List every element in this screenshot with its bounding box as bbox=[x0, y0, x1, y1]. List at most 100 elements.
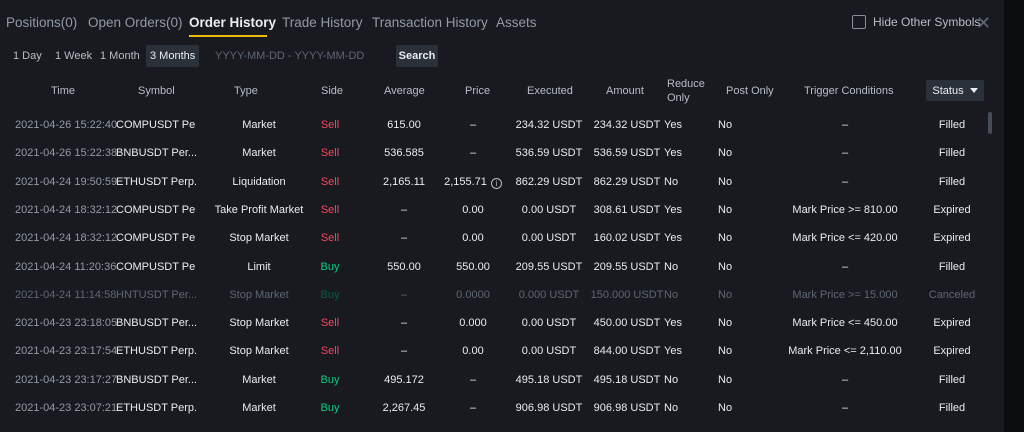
order-time: 2021-04-24 19:50:59 bbox=[15, 175, 118, 188]
order-trigger-conditions: Mark Price <= 450.00 bbox=[792, 317, 898, 330]
order-side: Sell bbox=[320, 119, 340, 131]
order-amount: 150.000 USDT bbox=[590, 288, 664, 301]
period-1-day[interactable]: 1 Day bbox=[13, 50, 42, 62]
order-post-only: No bbox=[718, 402, 733, 414]
order-status: Filled bbox=[938, 119, 966, 131]
order-amount: 160.02 USDT bbox=[593, 232, 661, 245]
order-amount: 862.29 USDT bbox=[593, 175, 661, 188]
order-post-only: No bbox=[718, 147, 733, 160]
order-time: 2021-04-24 18:32:12 bbox=[15, 203, 118, 216]
order-price: 0.0000 bbox=[456, 288, 490, 301]
tab-order-history[interactable]: Order History bbox=[189, 15, 277, 30]
order-side: Buy bbox=[320, 288, 340, 301]
column-header-symbol: Symbol bbox=[138, 85, 175, 97]
order-amount: 495.18 USDT bbox=[593, 373, 661, 386]
order-type: Market bbox=[242, 373, 276, 386]
order-executed: 495.18 USDT bbox=[515, 373, 583, 386]
column-header-price: Price bbox=[465, 85, 491, 97]
tab-transaction-history[interactable]: Transaction History bbox=[372, 15, 488, 30]
period-1-month[interactable]: 1 Month bbox=[100, 50, 140, 62]
order-reduce-only: Yes bbox=[664, 232, 682, 245]
order-type: Stop Market bbox=[229, 232, 289, 245]
order-reduce-only: Yes bbox=[664, 317, 682, 330]
order-side: Buy bbox=[320, 373, 340, 386]
order-side: Sell bbox=[320, 232, 340, 245]
close-icon[interactable]: ✕ bbox=[976, 13, 992, 33]
order-average: 550.00 bbox=[387, 260, 421, 273]
order-symbol: COMPUSDT Per... bbox=[116, 119, 196, 131]
column-header-side: Side bbox=[321, 85, 344, 97]
status-filter-dropdown[interactable]: Status bbox=[926, 80, 984, 101]
table-row: 2021-04-24 18:32:12 COMPUSDT Pe... Take Pr… bbox=[0, 196, 990, 224]
search-button[interactable]: Search bbox=[396, 45, 438, 67]
column-header-reduce-only-line1: Reduce bbox=[667, 78, 705, 90]
order-trigger-conditions: Mark Price >= 15.000 bbox=[792, 288, 898, 301]
order-amount: 906.98 USDT bbox=[593, 402, 661, 414]
order-amount: 209.55 USDT bbox=[593, 260, 661, 273]
tab-positions[interactable]: Positions(0) bbox=[6, 15, 78, 30]
table-row: 2021-04-24 11:14:58 HNTUSDT Per... Stop Ma… bbox=[0, 281, 990, 309]
order-amount: 308.61 USDT bbox=[593, 203, 661, 216]
order-time: 2021-04-26 15:22:40 bbox=[15, 119, 118, 131]
order-status: Expired bbox=[933, 345, 971, 358]
status-filter-label: Status bbox=[932, 84, 964, 97]
order-status: Filled bbox=[938, 175, 966, 188]
order-type: Market bbox=[242, 147, 276, 160]
tab-trade-history[interactable]: Trade History bbox=[282, 15, 363, 30]
order-post-only: No bbox=[718, 232, 733, 245]
order-average: 2,165.11 bbox=[382, 175, 425, 188]
order-type: Market bbox=[242, 119, 276, 131]
order-price: – bbox=[469, 147, 477, 160]
date-range-input[interactable]: YYYY-MM-DD - YYYY-MM-DD bbox=[215, 50, 365, 62]
order-status: Canceled bbox=[928, 288, 976, 301]
order-time: 2021-04-23 23:17:54 bbox=[15, 345, 118, 358]
period-3-months[interactable]: 3 Months bbox=[146, 45, 200, 67]
order-executed: 0.00 USDT bbox=[521, 345, 577, 358]
column-header-reduce-only-line2: Only bbox=[667, 92, 690, 104]
hide-other-checkbox[interactable] bbox=[852, 15, 866, 29]
order-reduce-only: No bbox=[664, 402, 679, 414]
order-average: – bbox=[400, 288, 408, 301]
order-type: Limit bbox=[247, 260, 271, 273]
order-type: Take Profit Market bbox=[214, 203, 304, 216]
tab-open-orders[interactable]: Open Orders(0) bbox=[88, 15, 183, 30]
tab-bar: Positions(0) Open Orders(0) Order Histor… bbox=[0, 0, 1004, 40]
order-amount: 234.32 USDT bbox=[593, 119, 661, 131]
order-executed: 0.00 USDT bbox=[521, 232, 577, 245]
order-symbol: BNBUSDT Per... bbox=[116, 147, 196, 160]
table-row: 2021-04-24 19:50:59 ETHUSDT Perp... Liquid… bbox=[0, 168, 990, 196]
order-type: Stop Market bbox=[229, 288, 289, 301]
order-post-only: No bbox=[718, 373, 733, 386]
table-row: 2021-04-23 23:17:27 BNBUSDT Per... Market B… bbox=[0, 366, 990, 394]
order-symbol: ETHUSDT Perp... bbox=[116, 345, 196, 358]
hide-other-symbols-toggle[interactable]: Hide Other Symbols bbox=[852, 15, 980, 29]
table-row: 2021-04-24 11:20:36 COMPUSDT Pe... Limit Bu… bbox=[0, 253, 990, 281]
info-icon[interactable]: i bbox=[490, 177, 502, 189]
order-symbol: COMPUSDT Pe... bbox=[116, 232, 196, 245]
order-trigger-conditions: Mark Price <= 2,110.00 bbox=[788, 345, 902, 358]
order-trigger-conditions: – bbox=[841, 175, 849, 188]
period-1-week[interactable]: 1 Week bbox=[55, 50, 93, 62]
order-price: 0.00 bbox=[462, 232, 484, 245]
order-reduce-only: Yes bbox=[664, 345, 682, 358]
hide-other-label: Hide Other Symbols bbox=[873, 15, 981, 29]
order-type: Market bbox=[242, 402, 276, 414]
order-trigger-conditions: – bbox=[841, 373, 849, 386]
order-price: – bbox=[469, 119, 477, 131]
order-amount: 844.00 USDT bbox=[593, 345, 661, 358]
order-post-only: No bbox=[718, 288, 733, 301]
active-tab-indicator bbox=[189, 35, 267, 37]
order-time: 2021-04-24 11:20:36 bbox=[15, 260, 117, 273]
order-average: 2,267.45 bbox=[382, 402, 426, 414]
table-scrollbar[interactable] bbox=[988, 112, 992, 134]
tab-assets[interactable]: Assets bbox=[496, 15, 537, 30]
order-average: – bbox=[400, 232, 408, 245]
order-executed: 234.32 USDT bbox=[515, 119, 583, 131]
column-header-executed: Executed bbox=[527, 85, 573, 97]
order-time: 2021-04-23 23:18:05 bbox=[15, 317, 118, 330]
order-side: Sell bbox=[320, 345, 340, 358]
order-executed: 0.000 USDT bbox=[518, 288, 580, 301]
order-side: Sell bbox=[320, 175, 340, 188]
order-average: 615.00 bbox=[387, 119, 421, 131]
table-row: 2021-04-24 18:32:12 COMPUSDT Pe... Stop Ma… bbox=[0, 224, 990, 252]
